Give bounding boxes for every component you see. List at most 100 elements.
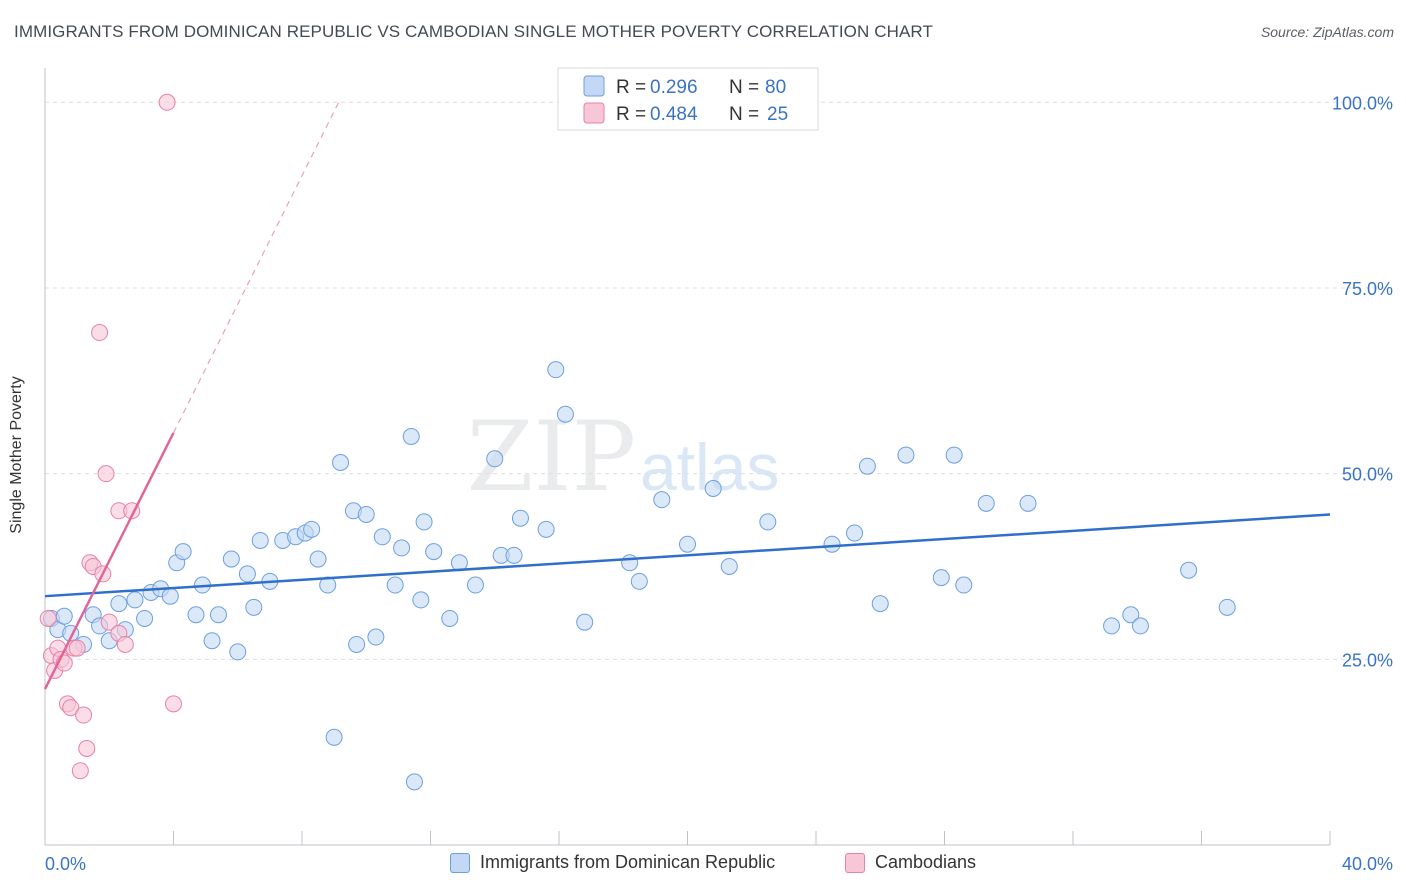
data-point	[415, 513, 433, 531]
data-point	[55, 607, 73, 625]
data-point	[871, 595, 889, 613]
legend-r-label-2: R =	[616, 104, 646, 125]
data-point	[846, 524, 864, 542]
legend-n-value-2: 25	[767, 104, 788, 125]
data-point	[78, 739, 96, 757]
legend-swatch-icon	[845, 852, 865, 873]
data-point	[1019, 494, 1037, 512]
data-point	[187, 606, 205, 624]
data-point	[630, 572, 648, 590]
data-point	[1218, 598, 1236, 616]
data-point	[621, 554, 639, 572]
data-point	[332, 454, 350, 471]
data-point	[441, 609, 459, 627]
source-label: Source: ZipAtlas.com	[1260, 24, 1394, 40]
data-point	[556, 405, 574, 423]
data-point	[386, 576, 404, 594]
data-point	[858, 457, 876, 475]
data-point	[932, 569, 950, 587]
legend-swatch-icon	[450, 852, 470, 873]
data-point	[486, 450, 504, 468]
legend-item-cambodians: Cambodians	[845, 852, 976, 873]
data-point	[1180, 561, 1198, 579]
data-point	[245, 598, 263, 616]
data-point	[209, 606, 227, 624]
data-point	[425, 543, 443, 561]
data-point	[238, 565, 256, 583]
data-point	[537, 520, 555, 538]
data-point	[511, 509, 529, 527]
legend-swatch-dominican	[583, 75, 605, 97]
y-tick-label: 100.0%	[1332, 93, 1393, 113]
data-point	[373, 528, 391, 546]
data-point	[576, 613, 594, 631]
data-point	[393, 539, 411, 557]
data-point	[367, 628, 385, 646]
series-dominican	[42, 361, 1236, 791]
data-point	[126, 591, 144, 609]
x-tick-label: 40.0%	[1342, 854, 1393, 874]
data-point	[505, 546, 523, 564]
data-point	[402, 428, 420, 446]
legend-n-label-1: N =	[729, 77, 759, 98]
data-point	[412, 591, 430, 609]
trend-line-dominican	[44, 513, 1331, 598]
y-tick-label: 25.0%	[1342, 650, 1393, 670]
data-point	[547, 361, 565, 379]
data-point	[720, 557, 738, 575]
data-point	[704, 479, 722, 497]
data-point	[165, 695, 182, 713]
y-tick-label: 50.0%	[1342, 465, 1393, 485]
data-point	[161, 587, 179, 605]
legend-n-value-1: 80	[765, 77, 786, 98]
watermark: ZIP atlas	[467, 401, 780, 513]
legend-r-value-1: 0.296	[650, 77, 698, 98]
legend-label-cambodians: Cambodians	[875, 852, 977, 872]
data-point	[136, 609, 154, 627]
legend-series: Immigrants from Dominican Republic Cambo…	[0, 850, 1406, 878]
data-point	[759, 513, 777, 531]
legend-n-label-2: N =	[729, 104, 759, 125]
data-point	[466, 576, 484, 594]
data-point	[653, 491, 671, 509]
data-point	[405, 773, 423, 791]
axes	[44, 68, 1331, 846]
data-point	[100, 613, 118, 631]
legend-swatch-cambodians	[583, 102, 605, 124]
data-point	[955, 576, 973, 594]
legend-r-label-1: R =	[616, 77, 646, 98]
trend-line-cambodians	[43, 432, 175, 690]
data-point	[977, 494, 995, 512]
data-point	[110, 595, 128, 613]
data-point	[1131, 617, 1149, 635]
legend-item-dominican: Immigrants from Dominican Republic	[450, 852, 775, 873]
trend-lines	[43, 98, 1331, 690]
data-point	[357, 505, 375, 523]
y-tick-label: 75.0%	[1342, 279, 1393, 299]
data-points	[39, 93, 1236, 791]
data-point	[945, 446, 963, 464]
data-point	[1122, 606, 1140, 624]
data-point	[229, 643, 247, 661]
data-point	[348, 635, 366, 653]
data-point	[174, 543, 192, 561]
data-point	[39, 609, 57, 627]
legend-stats: R = 0.296 N = 80 R = 0.484 N = 25	[557, 67, 819, 131]
data-point	[222, 550, 240, 568]
legend-r-value-2: 0.484	[650, 104, 698, 125]
data-point	[325, 728, 343, 746]
data-point	[251, 531, 269, 549]
data-point	[203, 632, 221, 650]
data-point	[1103, 617, 1121, 635]
data-point	[158, 93, 176, 111]
data-point	[897, 446, 915, 464]
data-point	[75, 706, 93, 724]
data-point	[91, 324, 109, 342]
tick-labels: 25.0% 50.0% 75.0% 100.0% 0.0% 40.0%	[45, 93, 1393, 874]
chart-title: IMMIGRANTS FROM DOMINICAN REPUBLIC VS CA…	[14, 22, 933, 41]
data-point	[71, 762, 89, 780]
data-point	[62, 699, 80, 717]
legend-label-dominican: Immigrants from Dominican Republic	[480, 852, 776, 872]
data-point	[97, 465, 115, 483]
